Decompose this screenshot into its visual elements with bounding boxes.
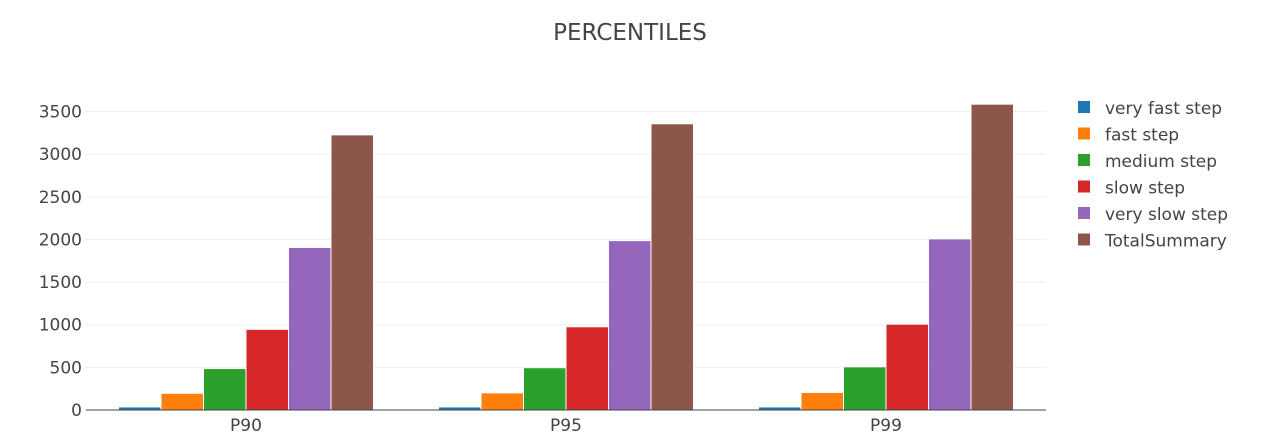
bar-very-fast-step-p99 xyxy=(759,407,801,410)
legend: very fast step fast step medium step slow s… xyxy=(1078,99,1228,252)
bar-very-slow-step-p90 xyxy=(289,247,331,410)
legend-label: slow step xyxy=(1105,179,1185,199)
gridlines xyxy=(86,111,1046,368)
bar-fast-step-p95 xyxy=(481,393,523,410)
y-tick-label: 1000 xyxy=(39,316,82,336)
bar-very-fast-step-p95 xyxy=(439,407,481,410)
legend-item[interactable]: TotalSummary xyxy=(1078,232,1227,252)
bar-medium-step-p90 xyxy=(204,369,246,410)
bar-medium-step-p99 xyxy=(844,367,886,410)
legend-item[interactable]: fast step xyxy=(1078,126,1179,146)
bar-slow-step-p90 xyxy=(246,329,288,410)
legend-item[interactable]: slow step xyxy=(1078,179,1185,199)
legend-label: TotalSummary xyxy=(1104,232,1227,252)
legend-label: very fast step xyxy=(1105,99,1222,119)
x-tick-label: P95 xyxy=(550,416,582,436)
legend-swatch xyxy=(1078,207,1090,219)
legend-swatch xyxy=(1078,233,1090,246)
legend-swatch xyxy=(1078,127,1090,140)
bar-slow-step-p95 xyxy=(566,327,608,410)
bar-very-fast-step-p90 xyxy=(119,407,161,410)
bar-totalsummary-p99 xyxy=(971,104,1013,411)
bar-totalsummary-p95 xyxy=(651,124,693,411)
legend-item[interactable]: very fast step xyxy=(1078,99,1222,119)
y-tick-label: 500 xyxy=(50,358,82,378)
axes: 0 500 1000 1500 2000 2500 3000 3500 P90 P95 P99 xyxy=(39,103,1046,436)
y-tick-label: 3500 xyxy=(39,103,82,123)
bars xyxy=(119,104,1013,411)
y-tick-label: 2000 xyxy=(39,230,82,250)
y-tick-label: 2500 xyxy=(39,188,82,208)
legend-swatch xyxy=(1078,101,1090,113)
y-tick-label: 0 xyxy=(71,401,82,421)
y-tick-label: 3000 xyxy=(39,145,82,165)
bar-totalsummary-p90 xyxy=(331,135,373,410)
legend-swatch xyxy=(1078,180,1090,193)
bar-fast-step-p90 xyxy=(161,393,203,410)
bar-very-slow-step-p95 xyxy=(609,241,651,410)
bar-medium-step-p95 xyxy=(524,368,566,410)
legend-label: fast step xyxy=(1105,126,1179,146)
legend-swatch xyxy=(1078,154,1090,166)
bar-very-slow-step-p99 xyxy=(929,239,971,410)
legend-item[interactable]: medium step xyxy=(1078,152,1217,172)
legend-label: very slow step xyxy=(1105,205,1228,225)
x-tick-label: P90 xyxy=(230,416,262,436)
x-tick-label: P99 xyxy=(870,416,902,436)
bar-fast-step-p99 xyxy=(801,392,843,410)
legend-label: medium step xyxy=(1105,152,1217,172)
chart-title: PERCENTILES xyxy=(553,20,707,46)
bar-slow-step-p99 xyxy=(886,324,928,410)
legend-item[interactable]: very slow step xyxy=(1078,205,1228,225)
y-tick-label: 1500 xyxy=(39,273,82,293)
